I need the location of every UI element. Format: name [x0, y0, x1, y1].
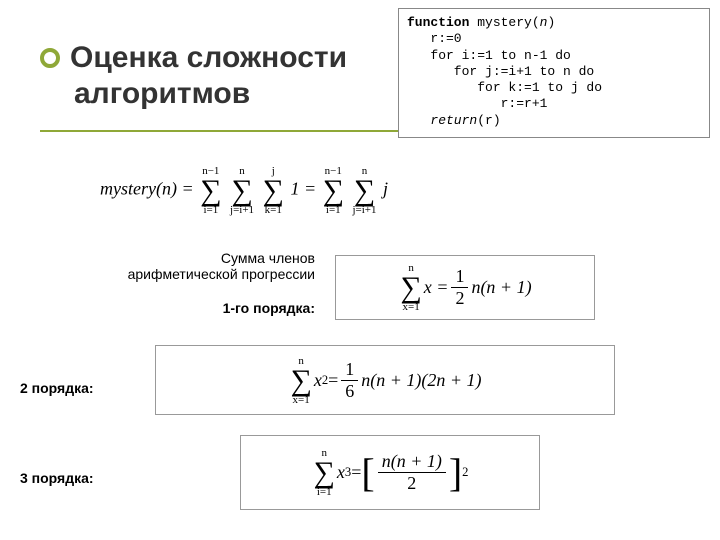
label-order3: 3 порядка: — [20, 470, 94, 486]
fraction: n(n + 1)2 — [378, 451, 446, 494]
sigma-icon: n∑j=i+1 — [352, 165, 376, 216]
sigma-icon: n∑x=1 — [400, 262, 421, 313]
formula-order1: n∑x=1 x = 12 n(n + 1) — [335, 255, 595, 320]
sigma-icon: n−1∑i=1 — [323, 165, 344, 216]
title-line2: алгоритмов — [74, 76, 390, 112]
label-order2: 2 порядка: — [20, 380, 94, 396]
sigma-icon: n∑j=i+1 — [230, 165, 254, 216]
pseudocode-box: function mystery(n) r:=0 for i:=1 to n-1… — [398, 8, 710, 138]
fraction: 12 — [451, 266, 468, 309]
sigma-icon: n−1∑i=1 — [200, 165, 221, 216]
formula-order3: n∑i=1 x3 = [ n(n + 1)2 ]2 — [240, 435, 540, 510]
sigma-icon: n∑i=1 — [314, 447, 335, 498]
title-line1: Оценка сложности — [70, 40, 347, 76]
label-order1: 1-го порядка: — [115, 300, 315, 316]
formula-order2: n∑x=1 x2 = 16 n(n + 1)(2n + 1) — [155, 345, 615, 415]
main-formula: mystery(n) = n−1∑i=1 n∑j=i+1 j∑k=1 1 = n… — [100, 165, 388, 216]
sigma-icon: n∑x=1 — [290, 355, 311, 406]
bracket-icon: ] — [449, 457, 462, 489]
slide-title: Оценка сложности алгоритмов — [40, 40, 390, 112]
label-sum-members: Сумма членов арифметической прогрессии — [115, 250, 315, 282]
code-kw-function: function — [407, 15, 469, 30]
sigma-icon: j∑k=1 — [263, 165, 284, 216]
fraction: 16 — [341, 359, 358, 402]
bracket-icon: [ — [361, 457, 374, 489]
title-bullet-icon — [40, 48, 60, 68]
